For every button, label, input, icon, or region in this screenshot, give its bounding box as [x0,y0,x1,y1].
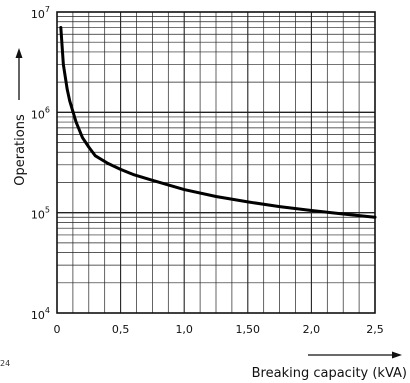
grid [57,12,375,313]
x-tick-label: 2,5 [366,323,384,336]
x-tick-label: 0,5 [112,323,130,336]
y-tick-label: 106 [31,105,50,121]
y-tick-label: 107 [31,5,50,21]
y-tick-label: 105 [31,206,50,222]
corner-note: 24 [0,359,10,368]
x-axis-arrow [308,351,402,359]
series-layer [59,26,377,219]
plot-frame [56,11,376,314]
series-line-0 [59,26,377,219]
x-tick-label: 1,50 [236,323,261,336]
tick-labels: 0 0,5 1,0 1,50 2,0 2,5 104 105 106 107 [31,5,384,336]
x-axis-label: Breaking capacity (kVA) [252,366,407,381]
x-tick-label: 2,0 [303,323,321,336]
y-axis-label: Operations [13,114,28,186]
x-tick-label: 0 [54,323,61,336]
y-axis-arrow [15,48,23,100]
x-tick-label: 1,0 [175,323,193,336]
y-tick-label: 104 [31,306,50,322]
